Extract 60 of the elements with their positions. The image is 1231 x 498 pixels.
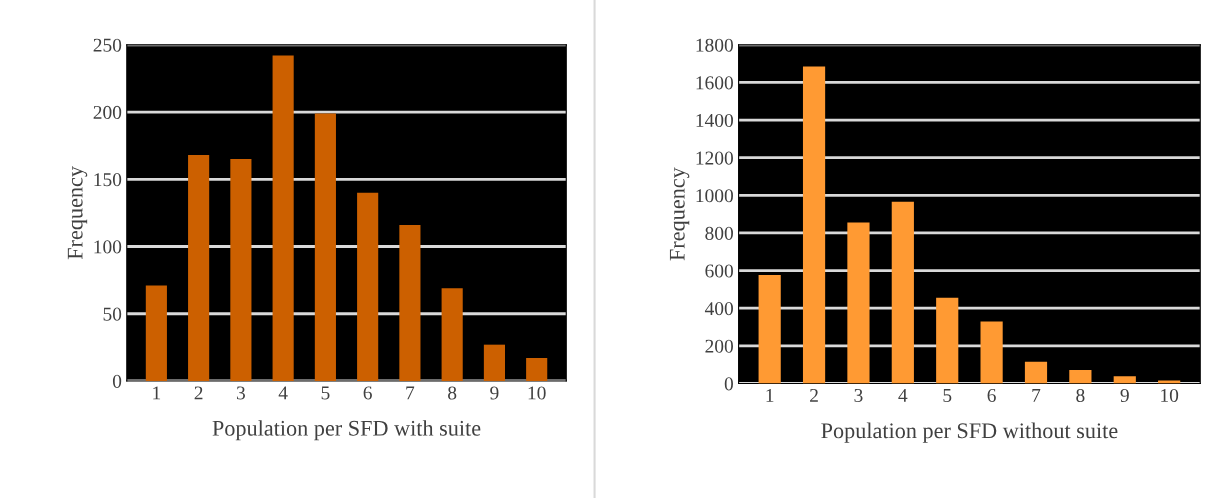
x-tick-label: 1 [153, 386, 161, 400]
bar [1158, 380, 1181, 384]
bar [891, 201, 914, 384]
bar [399, 225, 421, 381]
bar [802, 66, 826, 384]
x-tick-label: 7 [1032, 389, 1041, 402]
bar [1113, 376, 1136, 384]
y-tick-label: 200 [705, 339, 733, 353]
y-tick-label: 400 [704, 302, 733, 316]
x-tick-label: 9 [1120, 388, 1129, 403]
y-tick-label: 0 [112, 374, 122, 388]
x-tick-label: 4 [898, 389, 908, 402]
x-tick-label: 5 [943, 389, 952, 403]
x-tick-label: 8 [448, 386, 457, 400]
bar [980, 321, 1003, 384]
y-tick-label: 250 [93, 38, 122, 52]
y-tick-label: 600 [705, 264, 733, 278]
x-tick-label: 10 [1161, 388, 1179, 403]
bar [357, 192, 379, 381]
bar [758, 275, 781, 384]
x-tick-label: 6 [987, 388, 996, 403]
y-axis-title: Frequency [669, 167, 690, 261]
x-tick-label: 3 [236, 386, 245, 400]
bar [526, 358, 548, 381]
y-axis-title: Frequency [67, 166, 88, 260]
x-axis-title: Population per SFD without suite [821, 422, 1118, 443]
x-tick-label: 2 [194, 386, 203, 400]
bar [441, 288, 463, 381]
x-tick-label: 9 [490, 386, 499, 400]
x-tick-label: 10 [528, 386, 546, 400]
bar [230, 159, 252, 381]
x-tick-label: 3 [854, 388, 863, 403]
y-tick-label: 1600 [696, 76, 733, 90]
y-tick-label: 0 [724, 377, 733, 391]
x-tick-label: 5 [321, 386, 330, 400]
y-tick-label: 800 [705, 226, 733, 240]
bar [145, 285, 167, 381]
bar [188, 155, 210, 381]
x-axis-title: Population per SFD with suite [212, 420, 481, 441]
y-tick-label: 1200 [696, 151, 733, 165]
y-tick-label: 1000 [696, 189, 733, 203]
bar [847, 222, 870, 384]
y-tick-label: 50 [103, 307, 122, 321]
x-tick-label: 6 [363, 386, 372, 400]
y-tick-label: 200 [93, 105, 122, 119]
bar [1069, 370, 1092, 384]
bar [936, 297, 959, 384]
x-tick-label: 4 [278, 386, 288, 400]
y-tick-label: 1800 [696, 38, 733, 52]
y-tick-label: 100 [94, 240, 122, 254]
bar [483, 344, 505, 381]
x-tick-label: 1 [766, 388, 774, 402]
bar [1024, 361, 1048, 384]
x-tick-label: 7 [406, 386, 415, 400]
y-tick-label: 1400 [696, 113, 733, 128]
x-tick-label: 2 [810, 388, 818, 402]
bar [272, 55, 294, 381]
x-tick-label: 8 [1076, 388, 1085, 403]
y-tick-label: 150 [94, 173, 122, 187]
bar [314, 113, 336, 381]
